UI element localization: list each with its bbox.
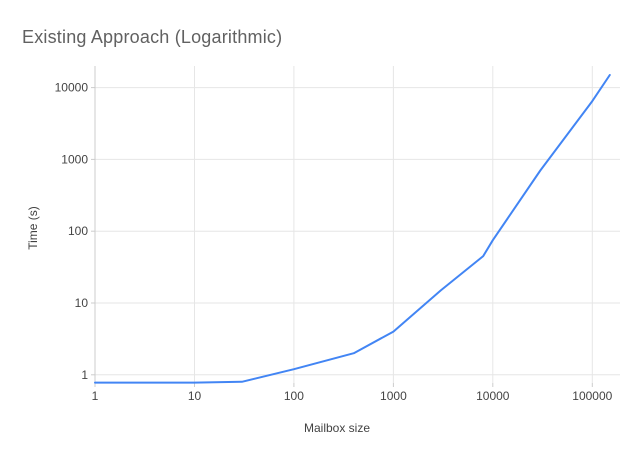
y-axis-title: Time (s) (26, 206, 40, 250)
y-tick-label: 1000 (61, 152, 88, 166)
series-line (94, 74, 611, 384)
y-tick-label: 10 (75, 296, 89, 310)
x-tick-label: 10000 (476, 389, 510, 403)
x-tick-label: 1 (92, 389, 99, 403)
x-tick-label: 1000 (380, 389, 407, 403)
y-tick-label: 10000 (55, 81, 89, 95)
chart-title: Existing Approach (Logarithmic) (22, 27, 283, 47)
x-tick-label: 100000 (572, 389, 612, 403)
x-axis-title: Mailbox size (303, 421, 371, 435)
y-tick-label: 1 (81, 368, 88, 382)
x-tick-label: 100 (284, 389, 304, 403)
x-tick-label: 10 (188, 389, 202, 403)
y-tick-label: 100 (68, 224, 88, 238)
